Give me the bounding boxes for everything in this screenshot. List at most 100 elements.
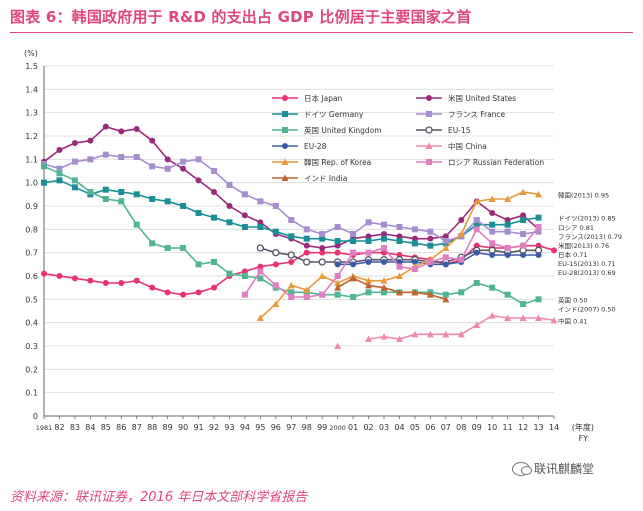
data-point-france <box>504 228 511 235</box>
data-point-france <box>87 156 94 163</box>
end-label: EU-15(2013) 0.71 <box>558 260 616 268</box>
data-point-germany <box>102 186 109 193</box>
data-point-japan <box>241 268 248 275</box>
data-point-uk <box>56 170 63 177</box>
x-tick-label: 11 <box>503 423 513 432</box>
legend: 日本 Japan 米国 United States ドイツ Germany フランス … <box>272 93 544 183</box>
y-tick-label: 1.0 <box>25 179 38 188</box>
data-point-russia <box>272 282 279 289</box>
data-point-eu28 <box>489 252 496 258</box>
data-point-france <box>334 224 341 230</box>
data-point-uk <box>102 196 109 202</box>
data-point-france <box>257 198 264 205</box>
y-tick-label: 0.1 <box>25 389 38 398</box>
data-point-france <box>350 231 357 237</box>
data-point-china <box>473 321 481 328</box>
data-point-eu28 <box>520 252 527 258</box>
data-point-us <box>520 212 527 219</box>
data-point-france <box>365 219 372 226</box>
data-point-japan <box>180 291 187 298</box>
data-point-russia <box>473 226 480 233</box>
x-tick-label: 04 <box>394 423 404 432</box>
data-point-uk <box>195 261 202 268</box>
legend-label: 米国 United States <box>448 93 516 103</box>
end-label: フランス(2013) 0.79 <box>558 233 622 241</box>
data-point-germany <box>164 198 171 205</box>
y-tick-label: 1.2 <box>25 132 38 141</box>
legend-marker <box>425 126 433 134</box>
data-point-us <box>180 165 187 172</box>
data-point-china <box>411 330 419 338</box>
data-point-us <box>71 140 78 146</box>
legend-marker <box>425 142 433 149</box>
data-point-us <box>257 219 264 226</box>
data-point-us <box>211 189 217 195</box>
data-point-china <box>365 335 373 342</box>
data-point-uk <box>458 289 465 296</box>
data-point-us <box>381 231 387 237</box>
data-point-uk <box>71 177 78 184</box>
data-point-russia <box>241 291 248 298</box>
figure-title: 图表 6：韩国政府用于 R&D 的支出占 GDP 比例居于主要国家之首 <box>10 8 472 26</box>
y-tick-label: 0.8 <box>25 225 38 234</box>
data-point-korea <box>272 300 280 307</box>
data-point-uk <box>442 291 449 298</box>
data-point-germany <box>334 238 341 244</box>
series-lines <box>41 123 558 349</box>
data-point-russia <box>396 263 403 270</box>
x-tick-label: 87 <box>132 423 142 432</box>
y-tick-label: 0.6 <box>25 272 38 281</box>
data-point-france <box>489 228 496 235</box>
data-point-russia <box>489 240 496 247</box>
series-russia <box>241 224 542 300</box>
data-point-india <box>395 288 403 296</box>
x-axis-unit: FY <box>579 434 589 443</box>
legend-item-us: 米国 United States <box>416 93 516 103</box>
data-point-china <box>334 342 342 349</box>
data-point-france <box>56 165 63 172</box>
x-tick-label: 08 <box>456 423 466 432</box>
x-axis-label: (年度) <box>572 422 594 432</box>
data-point-germany <box>195 210 202 216</box>
legend-item-eu28: EU-28 <box>272 142 327 151</box>
data-point-uk <box>133 221 140 228</box>
data-point-uk <box>180 245 187 251</box>
legend-marker <box>282 95 288 101</box>
legend-item-france: フランス France <box>416 110 506 119</box>
data-point-russia <box>427 259 434 265</box>
data-point-korea <box>287 281 295 289</box>
legend-label: ドイツ Germany <box>304 110 364 119</box>
data-point-eu28 <box>350 261 357 268</box>
data-point-us <box>334 242 341 249</box>
data-point-japan <box>118 280 125 286</box>
data-point-china <box>457 330 465 338</box>
legend-item-japan: 日本 Japan <box>272 93 343 103</box>
data-point-germany <box>149 196 156 202</box>
data-point-us <box>87 137 94 144</box>
data-point-korea <box>473 197 481 205</box>
data-point-uk <box>535 296 542 303</box>
data-point-india <box>349 274 357 282</box>
y-tick-label: 0.3 <box>25 342 38 351</box>
data-point-us <box>303 242 310 249</box>
gridlines <box>44 65 554 417</box>
series-china <box>334 312 558 349</box>
x-tick-label: 92 <box>209 423 219 432</box>
legend-marker <box>426 111 432 117</box>
watermark-text: 联讯麒麟堂 <box>534 462 595 476</box>
data-point-korea <box>365 277 373 284</box>
data-point-china <box>395 335 403 342</box>
data-point-japan <box>381 249 387 256</box>
data-point-france <box>303 226 310 233</box>
data-point-japan <box>195 289 202 296</box>
data-point-korea <box>334 279 342 286</box>
end-label: ドイツ(2013) 0.85 <box>558 215 616 223</box>
y-tick-label: 1.1 <box>25 155 38 164</box>
y-tick-label: 0.7 <box>25 249 38 258</box>
legend-label: 中国 China <box>448 141 487 151</box>
x-tick-label: 95 <box>255 423 265 432</box>
data-point-germany <box>180 203 187 209</box>
legend-marker <box>426 95 432 101</box>
data-point-france <box>180 158 187 165</box>
